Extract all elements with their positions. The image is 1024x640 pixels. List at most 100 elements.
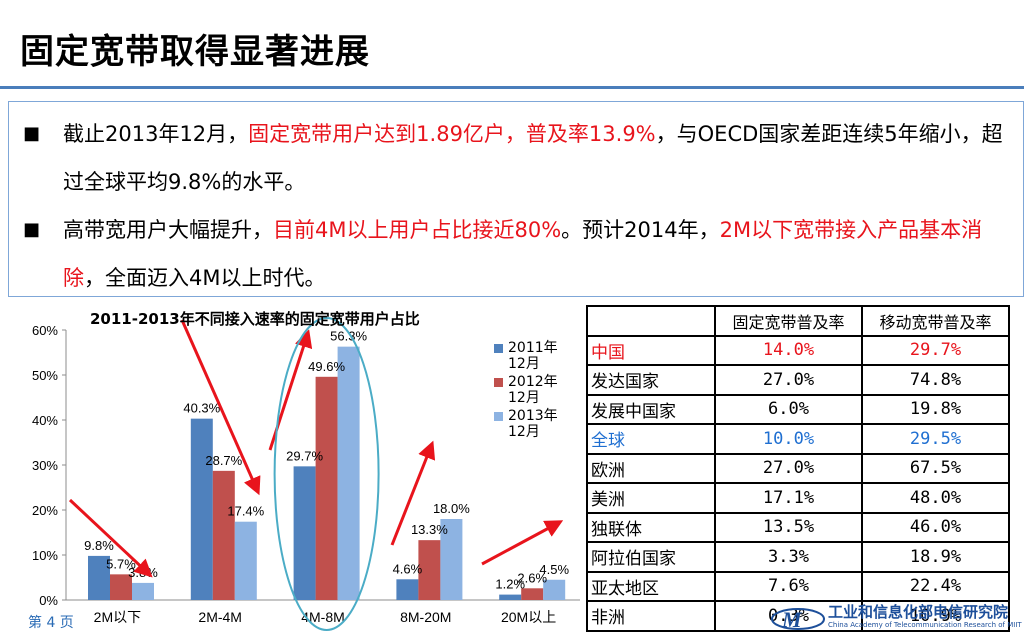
table-row: 全球 10.0% 29.5% bbox=[586, 423, 1010, 455]
data-label: 29.7% bbox=[286, 448, 323, 463]
table-cell-fixed: 14.0% bbox=[714, 334, 863, 366]
data-label: 18.0% bbox=[433, 501, 470, 516]
table-row: 发展中国家 6.0% 19.8% bbox=[586, 393, 1010, 425]
chart-title: 2011-2013年不同接入速率的固定宽带用户占比 bbox=[90, 310, 420, 328]
table-row: 独联体 13.5% 46.0% bbox=[586, 511, 1010, 543]
table-row: 发达国家 27.0% 74.8% bbox=[586, 364, 1010, 396]
table-cell-fixed: 13.5% bbox=[714, 511, 863, 543]
logo-chinese-name: 工业和信息化部电信研究院 bbox=[828, 603, 1009, 621]
data-label: 40.3% bbox=[183, 401, 220, 416]
y-tick-label: 10% bbox=[32, 548, 58, 563]
table-cell-fixed: 17.1% bbox=[714, 482, 863, 514]
slide-title: 固定宽带取得显著进展 bbox=[20, 32, 370, 72]
table-row: 亚太地区 7.6% 22.4% bbox=[586, 570, 1010, 602]
bar-2-3 bbox=[440, 519, 463, 600]
data-label: 5.7% bbox=[106, 556, 136, 571]
bar-1-4 bbox=[521, 588, 544, 600]
table-cell-fixed: 3.3% bbox=[714, 541, 863, 573]
bar-0-1 bbox=[190, 418, 213, 600]
table-row: 非洲 0.3% 10.9% bbox=[586, 600, 1010, 632]
data-label: 17.4% bbox=[227, 504, 264, 519]
svg-text:M: M bbox=[781, 607, 803, 632]
x-tick-label: 4M-8M bbox=[301, 609, 345, 625]
bullet-2-highlight: 目前4M以上用户占比接近80% bbox=[273, 218, 562, 242]
x-tick-label: 2M-4M bbox=[198, 609, 242, 625]
table-cell-region: 非洲 bbox=[586, 600, 716, 632]
y-tick-label: 0% bbox=[39, 593, 58, 608]
annotation-arrow-5 bbox=[481, 520, 564, 566]
data-label: 9.8% bbox=[84, 538, 114, 553]
table-cell-mobile: 29.5% bbox=[861, 423, 1010, 455]
legend-item-2011: 2011年12月 bbox=[494, 340, 574, 374]
bar-0-2 bbox=[293, 466, 316, 600]
table-body: 中国 14.0% 29.7% 发达国家 27.0% 74.8% 发展中国家 6.0% 19.8%… bbox=[586, 334, 1010, 632]
square-bullet-icon: ■ bbox=[23, 123, 41, 144]
table-cell-mobile: 18.9% bbox=[861, 541, 1010, 573]
table-header-fixed: 固定宽带普及率 bbox=[714, 305, 863, 337]
table-cell-region: 美洲 bbox=[586, 482, 716, 514]
annotation-arrow-1 bbox=[68, 498, 153, 578]
legend-item-2013: 2013年12月 bbox=[494, 408, 574, 442]
table-cell-region: 欧洲 bbox=[586, 452, 716, 484]
square-bullet-icon: ■ bbox=[23, 219, 41, 240]
table-row: 中国 14.0% 29.7% bbox=[586, 334, 1010, 366]
annotation-arrow-4 bbox=[390, 440, 436, 546]
table-header-row: 固定宽带普及率 移动宽带普及率 bbox=[586, 305, 1010, 337]
data-label: 49.6% bbox=[308, 359, 345, 374]
data-label: 13.3% bbox=[411, 522, 448, 537]
chart-legend: 2011年12月 2012年12月 2013年12月 bbox=[494, 340, 574, 442]
table-cell-region: 全球 bbox=[586, 423, 716, 455]
y-tick-label: 20% bbox=[32, 503, 58, 518]
y-tick-label: 60% bbox=[32, 323, 58, 338]
table-row: 美洲 17.1% 48.0% bbox=[586, 482, 1010, 514]
bullet-2: ■ 高带宽用户大幅提升，目前4M以上用户占比接近80%。预计2014年，2M以下… bbox=[23, 206, 1003, 302]
table-cell-fixed: 7.6% bbox=[714, 570, 863, 602]
data-label: 56.3% bbox=[330, 329, 367, 344]
table-cell-region: 阿拉伯国家 bbox=[586, 541, 716, 573]
table-cell-mobile: 46.0% bbox=[861, 511, 1010, 543]
bar-0-3 bbox=[396, 579, 419, 600]
legend-swatch bbox=[494, 412, 503, 421]
bar-1-3 bbox=[418, 540, 441, 600]
bullet-1: ■ 截止2013年12月，固定宽带用户达到1.89亿户，普及率13.9%，与OE… bbox=[23, 110, 1003, 206]
table-cell-fixed: 6.0% bbox=[714, 393, 863, 425]
y-tick-label: 40% bbox=[32, 413, 58, 428]
table-cell-mobile: 67.5% bbox=[861, 452, 1010, 484]
table-row: 阿拉伯国家 3.3% 18.9% bbox=[586, 541, 1010, 573]
table-cell-region: 亚太地区 bbox=[586, 570, 716, 602]
bar-0-0 bbox=[88, 555, 110, 600]
data-label: 2.6% bbox=[517, 570, 547, 585]
bar-2-0 bbox=[132, 582, 154, 600]
data-label: 4.6% bbox=[393, 561, 423, 576]
bar-2-4 bbox=[543, 579, 566, 600]
table-cell-region: 独联体 bbox=[586, 511, 716, 543]
table-header-blank bbox=[586, 305, 716, 337]
table-cell-fixed: 10.0% bbox=[714, 423, 863, 455]
annotation-arrow-2 bbox=[180, 319, 261, 496]
title-divider bbox=[0, 86, 1024, 89]
bar-2-1 bbox=[234, 521, 257, 600]
penetration-table: 固定宽带普及率 移动宽带普及率 中国 14.0% 29.7% 发达国家 27.0% 74.… bbox=[586, 305, 1010, 632]
cait-logo-icon: M bbox=[771, 607, 825, 632]
summary-box: ■ 截止2013年12月，固定宽带用户达到1.89亿户，普及率13.9%，与OE… bbox=[8, 101, 1024, 297]
bar-chart: 0%10%20%30%40%50%60%9.8%5.7%3.8%2M以下40.3… bbox=[32, 317, 580, 631]
bar-1-2 bbox=[315, 376, 338, 600]
data-label: 4.5% bbox=[539, 562, 569, 577]
table-cell-fixed: 27.0% bbox=[714, 364, 863, 396]
table-cell-region: 中国 bbox=[586, 334, 716, 366]
table-cell-mobile: 10.9% bbox=[861, 600, 1010, 632]
bullet-2-highlight-2: 2M以下宽带接入产品基本消除 bbox=[63, 218, 983, 290]
data-label: 1.2% bbox=[495, 577, 525, 592]
table-header-mobile: 移动宽带普及率 bbox=[861, 305, 1010, 337]
bar-1-1 bbox=[212, 470, 235, 600]
table-cell-mobile: 19.8% bbox=[861, 393, 1010, 425]
bar-2-2 bbox=[337, 346, 360, 600]
x-tick-label: 8M-20M bbox=[400, 609, 451, 625]
table-cell-region: 发达国家 bbox=[586, 364, 716, 396]
bullet-1-highlight: 固定宽带用户达到1.89亿户，普及率13.9% bbox=[248, 122, 656, 146]
y-tick-label: 30% bbox=[32, 458, 58, 473]
table-cell-mobile: 74.8% bbox=[861, 364, 1010, 396]
table-cell-mobile: 29.7% bbox=[861, 334, 1010, 366]
bar-0-4 bbox=[499, 594, 522, 600]
logo-english-name: China Academy of Telecommunication Resea… bbox=[828, 621, 1022, 629]
